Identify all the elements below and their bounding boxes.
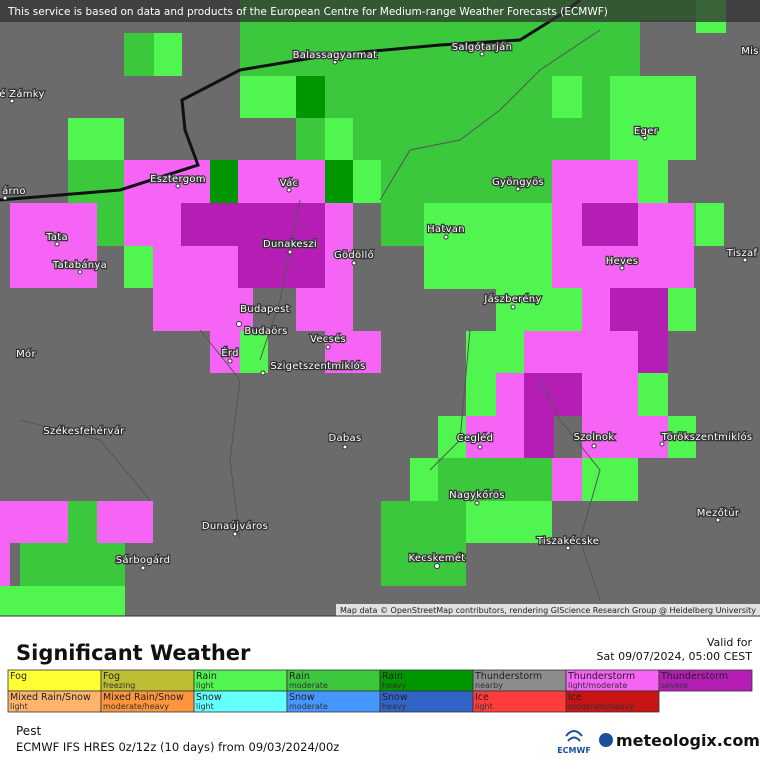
legend-sublabel: moderate/heavy	[103, 702, 169, 711]
legend-sublabel: heavy	[382, 681, 407, 690]
city: Nagykőrös	[449, 489, 505, 501]
legend-sublabel: moderate/heavy	[568, 702, 634, 711]
meteologix-text: meteologix.com	[616, 731, 760, 750]
city: Dunakeszi	[263, 239, 317, 250]
title: Significant Weather	[16, 641, 251, 665]
attribution-bg	[336, 604, 760, 616]
legend-sublabel: moderate	[289, 681, 328, 690]
legend-sublabel: severe	[661, 681, 688, 690]
legend-label: Ice	[568, 692, 582, 703]
legend-label: Snow	[289, 692, 315, 703]
city: Érd	[221, 346, 239, 359]
city: Vác	[280, 177, 299, 189]
city: Budaörs	[244, 326, 287, 337]
city: Eger	[634, 126, 659, 137]
attribution: Map data © OpenStreetMap contributors, r…	[340, 606, 756, 615]
legend-label: Ice	[475, 692, 489, 703]
city: Vecsés	[310, 333, 346, 345]
city: Szolnok	[574, 432, 615, 443]
legend-label: Thunderstorm	[567, 671, 635, 682]
legend-label: Rain	[382, 671, 403, 682]
city: Székesfehérvár	[43, 425, 125, 437]
city: Dabas	[328, 433, 361, 444]
city: é Zámky	[0, 88, 45, 100]
meteologix-logo: meteologix.com	[599, 731, 760, 750]
city: Salgótarján	[452, 41, 512, 53]
ecmwf-text: ECMWF	[557, 746, 591, 755]
city: Gödöllő	[334, 249, 374, 261]
legend: Fog FogfreezingRainlightRainmoderateRainh…	[7, 669, 753, 713]
valid-time: Sat 09/07/2024, 05:00 CEST	[597, 650, 753, 663]
legend-label: Fog	[103, 671, 120, 682]
city: Jászberény	[483, 293, 541, 305]
legend-swatch	[565, 690, 660, 713]
city: Tatabánya	[52, 259, 107, 271]
legend-label: Thunderstorm	[474, 671, 542, 682]
city: Mezőtúr	[697, 507, 740, 519]
banner: This service is based on data and produc…	[7, 6, 608, 18]
legend-sublabel: freezing	[103, 681, 135, 690]
cities: Balassagyarmat Salgótarján Mis é Zámky E…	[0, 40, 760, 571]
legend-label: Snow	[196, 692, 222, 703]
city: Sárbogárd	[116, 554, 171, 566]
legend-label: Rain	[289, 671, 310, 682]
city: Hatvan	[427, 224, 465, 235]
legend-sublabel: light	[196, 681, 214, 690]
city: Tata	[45, 232, 68, 243]
city: Dunaújváros	[202, 520, 268, 532]
city: Gyöngyös	[492, 177, 544, 188]
ecmwf-logo: ECMWF	[557, 730, 591, 755]
city: Kecskemét	[408, 552, 465, 564]
legend-label: Fog	[10, 671, 27, 682]
legend-label: Snow	[382, 692, 408, 703]
city: Tiszaf	[726, 248, 758, 259]
borders	[0, 0, 601, 601]
legend-sublabel: moderate	[289, 702, 328, 711]
legend-sublabel: light	[10, 702, 28, 711]
city: Cegléd	[457, 432, 494, 444]
city: Törökszentmiklós	[661, 431, 753, 443]
city: Heves	[606, 256, 638, 267]
legend-sublabel: light	[475, 702, 493, 711]
legend-sublabel: light/moderate	[568, 681, 627, 690]
city: Budapest	[240, 304, 290, 315]
model: ECMWF IFS HRES 0z/12z (10 days) from 09/…	[16, 740, 339, 754]
valid-label: Valid for	[707, 636, 753, 649]
city: Mór	[16, 348, 36, 360]
city: Balassagyarmat	[293, 50, 378, 61]
location: Pest	[16, 724, 41, 738]
legend-label: Thunderstorm	[660, 671, 728, 682]
legend-label: Mixed Rain/Snow	[103, 692, 184, 703]
city: árno	[2, 185, 26, 197]
legend-sublabel: heavy	[382, 702, 407, 711]
city: Tiszakécske	[536, 535, 599, 547]
banner-bg	[0, 0, 760, 22]
legend-label: Rain	[196, 671, 217, 682]
city: Esztergom	[150, 174, 206, 185]
legend-label: Mixed Rain/Snow	[10, 692, 91, 703]
legend-swatch	[658, 669, 753, 692]
city: Mis	[741, 46, 759, 57]
legend-sublabel: light	[196, 702, 214, 711]
legend-sublabel: nearby	[475, 681, 503, 690]
city: Szigetszentmiklós	[270, 360, 365, 372]
